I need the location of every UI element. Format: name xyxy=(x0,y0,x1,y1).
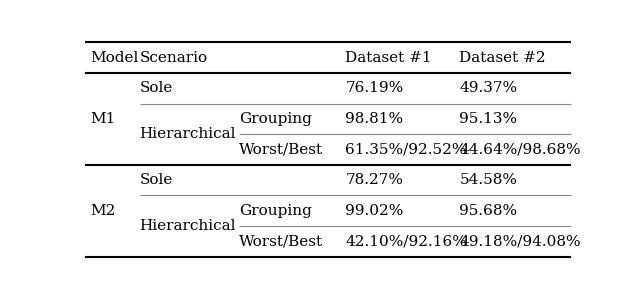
Text: 95.13%: 95.13% xyxy=(460,112,518,126)
Text: Sole: Sole xyxy=(140,173,173,187)
Text: 49.37%: 49.37% xyxy=(460,81,518,95)
Text: Sole: Sole xyxy=(140,81,173,95)
Text: Grouping: Grouping xyxy=(239,112,312,126)
Text: Worst/Best: Worst/Best xyxy=(239,234,323,248)
Text: 98.81%: 98.81% xyxy=(346,112,403,126)
Text: Hierarchical: Hierarchical xyxy=(140,219,236,233)
Text: 76.19%: 76.19% xyxy=(346,81,404,95)
Text: Dataset #2: Dataset #2 xyxy=(460,51,546,65)
Text: 49.18%/94.08%: 49.18%/94.08% xyxy=(460,234,581,248)
Text: 99.02%: 99.02% xyxy=(346,204,404,218)
Text: 95.68%: 95.68% xyxy=(460,204,518,218)
Text: M1: M1 xyxy=(90,112,115,126)
Text: M2: M2 xyxy=(90,204,115,218)
Text: 42.10%/92.16%: 42.10%/92.16% xyxy=(346,234,467,248)
Text: Grouping: Grouping xyxy=(239,204,312,218)
Text: 44.64%/98.68%: 44.64%/98.68% xyxy=(460,142,581,157)
Text: Model: Model xyxy=(90,51,138,65)
Text: Hierarchical: Hierarchical xyxy=(140,127,236,141)
Text: Worst/Best: Worst/Best xyxy=(239,142,323,157)
Text: Scenario: Scenario xyxy=(140,51,207,65)
Text: 78.27%: 78.27% xyxy=(346,173,403,187)
Text: Dataset #1: Dataset #1 xyxy=(346,51,432,65)
Text: 61.35%/92.52%: 61.35%/92.52% xyxy=(346,142,467,157)
Text: 54.58%: 54.58% xyxy=(460,173,518,187)
